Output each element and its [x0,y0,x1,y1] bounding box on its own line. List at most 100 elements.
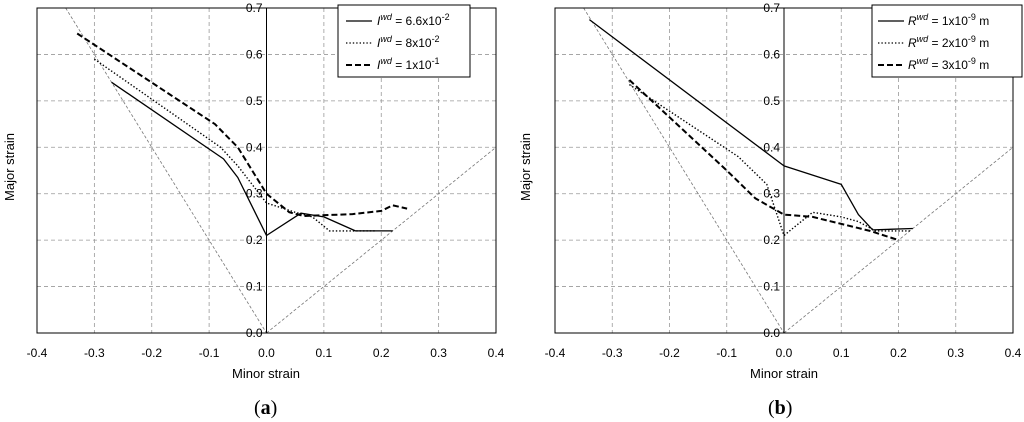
y-tick-label: 0.3 [246,187,263,201]
legend-unit: m [976,58,989,72]
legend: Rwd = 1x10-9 m Rwd = 2x10-9 m Rwd = 3x10… [871,4,1023,78]
x-tick-labels: -0.4 -0.3 -0.2 -0.1 0.0 0.1 0.2 0.3 0.4 [545,346,1022,360]
y-tick-label: 0.6 [763,47,780,61]
x-tick-label: 0.4 [488,346,505,360]
legend-superscript: wd [917,34,929,44]
series-line-solid [111,81,393,237]
reference-line [266,146,497,334]
x-tick-label: -0.1 [716,346,737,360]
legend: Iwd = 6.6x10-2 Iwd = 8x10-2 Iwd = 1x10-1 [337,4,471,78]
chart-panel-b: -0.4 -0.3 -0.2 -0.1 0.0 0.1 0.2 0.3 0.4 0.00.10.… [518,1,1023,419]
x-tick-label: -0.4 [27,346,48,360]
legend-exponent: -9 [968,12,976,22]
legend-label: Rwd = 3x10-9 m [908,56,989,72]
y-tick-label: 0.5 [763,94,780,108]
reference-line [783,146,1014,334]
reference-line [65,7,267,334]
legend-symbol: I [377,36,381,50]
legend-label: Rwd = 2x10-9 m [908,34,989,50]
legend-exponent: -1 [432,56,440,66]
x-tick-label: 0.1 [316,346,333,360]
legend-exponent: -2 [432,34,440,44]
y-tick-label: 0.1 [763,280,780,294]
x-tick-label: 0.2 [890,346,907,360]
x-tick-label: 0.0 [258,346,275,360]
reference-lines [583,7,1014,334]
reference-lines [65,7,497,334]
legend-superscript: wd [380,56,392,66]
legend-entry-3: Rwd = 3x10-9 m [878,56,989,72]
legend-value: = 3x10 [928,58,968,72]
y-tick-label: 0.6 [246,47,263,61]
x-tick-label: -0.3 [84,346,105,360]
x-tick-label: -0.3 [602,346,623,360]
y-tick-label: 0.2 [763,233,780,247]
legend-label: Iwd = 1x10-1 [377,56,440,72]
legend-superscript: wd [917,56,929,66]
legend-superscript: wd [380,34,392,44]
x-tick-label: -0.1 [199,346,220,360]
y-tick-label: 0.4 [246,140,263,154]
legend-unit: m [976,14,989,28]
legend-superscript: wd [380,12,392,22]
data-series [589,19,913,242]
series-line-dotted [93,58,376,232]
series-line-dotted [629,84,910,237]
y-tick-label: 0.3 [763,187,780,201]
series-line-solid [589,19,913,231]
legend-symbol: R [908,36,917,50]
data-series [76,32,408,237]
legend-label: Rwd = 1x10-9 m [908,12,989,28]
legend-superscript: wd [917,12,929,22]
legend-symbol: R [908,14,917,28]
x-axis-title: Minor strain [750,366,818,381]
y-tick-label: 0.1 [246,280,263,294]
y-tick-label: 0.5 [246,94,263,108]
legend-unit: m [976,36,989,50]
x-tick-label: -0.2 [659,346,680,360]
legend-exponent: -2 [442,12,450,22]
legend-value: = 2x10 [928,36,968,50]
x-tick-label: 0.4 [1005,346,1022,360]
y-tick-label: 0.7 [246,1,263,15]
legend-exponent: -9 [968,56,976,66]
reference-line [583,7,785,334]
y-tick-label: 0.0 [763,326,780,340]
legend-value: = 1x10 [392,58,432,72]
legend-box [871,4,1023,78]
x-tick-label: 0.3 [947,346,964,360]
legend-exponent: -9 [968,34,976,44]
y-axis-title: Major strain [2,133,17,201]
x-tick-label: -0.4 [545,346,566,360]
legend-entry-2: Rwd = 2x10-9 m [878,34,989,50]
y-tick-label: 0.2 [246,233,263,247]
y-tick-labels: 0.0 0.1 0.2 0.3 0.4 0.5 0.6 0.7 [763,1,780,340]
legend-symbol: I [377,14,381,28]
legend-label: Iwd = 6.6x10-2 [377,12,450,28]
legend-value: = 8x10 [392,36,432,50]
legend-value: = 6.6x10 [392,14,442,28]
x-tick-label: 0.3 [430,346,447,360]
legend-label: Iwd = 8x10-2 [377,34,440,50]
panel-label-b: (b) [768,397,792,419]
x-tick-label: 0.1 [833,346,850,360]
legend-entry-3: Iwd = 1x10-1 [346,56,440,72]
legend-symbol: R [908,58,917,72]
chart-panel-a: -0.4 -0.3 -0.2 -0.1 0.0 0.1 0.2 0.3 0.4 0.00.10.… [2,1,505,419]
x-tick-label: -0.2 [141,346,162,360]
legend-entry-1: Iwd = 6.6x10-2 [346,12,450,28]
series-line-dashed [76,32,408,217]
panel-label-a: (a) [254,397,277,419]
y-tick-labels: 0.0 0.1 0.2 0.3 0.4 0.5 0.6 0.7 [246,1,263,340]
series-line-dashed [628,79,899,242]
y-tick-label: 0.7 [763,1,780,15]
x-tick-label: 0.0 [776,346,793,360]
legend-entry-2: Iwd = 8x10-2 [346,34,440,50]
y-axis-title: Major strain [518,133,533,201]
x-tick-labels: -0.4 -0.3 -0.2 -0.1 0.0 0.1 0.2 0.3 0.4 [27,346,505,360]
x-tick-label: 0.2 [373,346,390,360]
legend-symbol: I [377,58,381,72]
y-tick-label: 0.0 [246,326,263,340]
y-tick-label: 0.4 [763,140,780,154]
